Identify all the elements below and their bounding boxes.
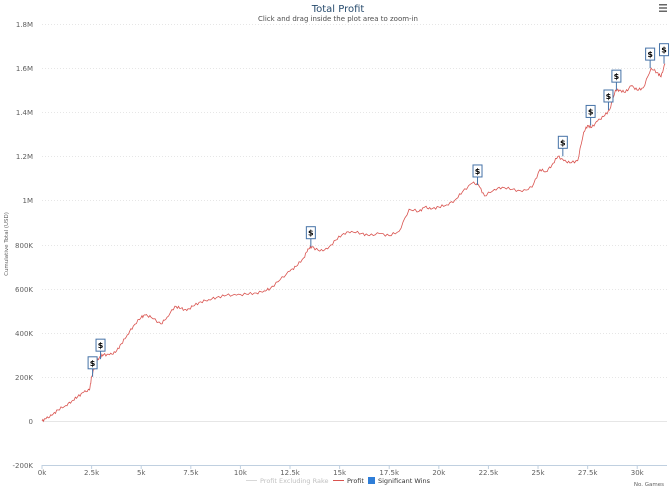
significant-win-flag[interactable]: $	[603, 89, 614, 110]
y-axis-ticks: -200K 0 200K 400K 600K 800K 1M 1.2M 1.4M 1.6M 1.8M	[13, 21, 34, 470]
significant-wins-marker-icon	[368, 477, 375, 484]
significant-wins-flags: $$$$$$$$$ $	[87, 43, 670, 377]
y-tick-label: 400K	[15, 330, 33, 338]
legend-label-profit-excluding-rake: Profit Excluding Rake	[260, 477, 329, 485]
x-tick-label: 7.5k	[183, 469, 199, 477]
y-tick-label: 1.8M	[16, 21, 33, 29]
legend: Profit Excluding Rake Profit Significant…	[246, 477, 431, 485]
svg-text:$: $	[606, 92, 612, 101]
legend-item-significant-wins[interactable]: Significant Wins	[368, 477, 431, 485]
y-tick-label: 200K	[15, 374, 33, 382]
x-axis-ticks: 0k 2.5k 5k 7.5k 10k 12.5k 15k 17.5k 20k 22.5k 25k 2…	[38, 465, 667, 477]
legend-label-profit: Profit	[347, 477, 364, 485]
x-tick-label: 30k	[631, 469, 645, 477]
y-tick-label: 1.6M	[16, 65, 33, 73]
significant-win-flag[interactable]: $	[645, 47, 656, 69]
significant-win-flag[interactable]: $	[557, 135, 568, 157]
x-tick-label: 10k	[234, 469, 248, 477]
hamburger-menu-icon[interactable]	[658, 3, 668, 13]
y-axis-title: Cumulative Total (USD)	[4, 212, 10, 276]
significant-win-flag[interactable]: $	[305, 226, 316, 247]
significant-win-flag[interactable]: $	[659, 43, 670, 64]
x-tick-label: 2.5k	[84, 469, 100, 477]
x-tick-label: 15k	[333, 469, 347, 477]
significant-win-flag[interactable]: $	[95, 338, 106, 360]
svg-text:$: $	[475, 167, 481, 176]
x-tick-label: 22.5k	[479, 469, 500, 477]
y-tick-label: 1.4M	[16, 109, 33, 117]
legend-label-significant-wins: Significant Wins	[378, 477, 431, 485]
y-tick-label: 0	[29, 418, 33, 426]
x-tick-label: 0k	[38, 469, 47, 477]
significant-win-flag[interactable]: $	[611, 69, 622, 91]
x-tick-label: 12.5k	[280, 469, 301, 477]
svg-text:$: $	[308, 229, 314, 238]
svg-text:$: $	[560, 138, 566, 147]
svg-text:$: $	[647, 50, 653, 59]
y-tick-label: 600K	[15, 286, 33, 294]
chart-subtitle: Click and drag inside the plot area to z…	[258, 15, 418, 23]
x-tick-label: 27.5k	[578, 469, 599, 477]
x-tick-label: 25k	[532, 469, 546, 477]
svg-text:$: $	[614, 72, 620, 81]
significant-win-flag[interactable]: $	[585, 104, 596, 126]
svg-text:$: $	[90, 359, 96, 368]
y-tick-label: 800K	[15, 242, 33, 250]
x-axis-title: No. Games	[634, 482, 664, 488]
significant-win-flag[interactable]: $	[87, 356, 98, 377]
svg-text:$: $	[98, 341, 104, 350]
chart-title: Total Profit	[311, 4, 365, 15]
x-tick-label: 20k	[432, 469, 446, 477]
y-tick-label: 1M	[23, 197, 34, 205]
legend-item-profit-excluding-rake[interactable]: Profit Excluding Rake	[246, 477, 329, 485]
svg-text:$: $	[661, 46, 667, 55]
y-tick-label: 1.2M	[16, 153, 33, 161]
svg-text:$: $	[588, 107, 594, 116]
series-layer	[41, 63, 666, 423]
x-tick-label: 5k	[137, 469, 146, 477]
significant-win-flag[interactable]: $	[472, 164, 483, 185]
series-line-profit	[41, 63, 666, 423]
y-tick-label: -200K	[13, 462, 34, 470]
x-tick-label: 17.5k	[379, 469, 400, 477]
legend-item-profit[interactable]: Profit	[333, 477, 364, 485]
